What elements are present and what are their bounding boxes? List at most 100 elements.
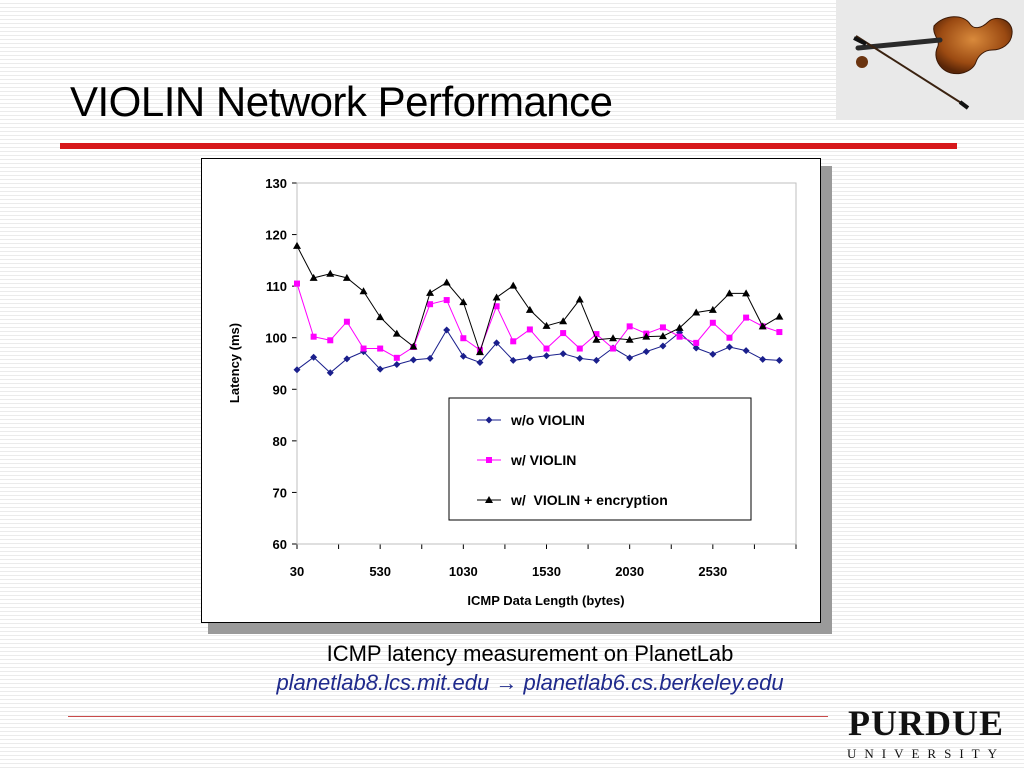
data-point-wo-violin <box>759 355 767 363</box>
legend-marker <box>486 457 492 463</box>
purdue-logo-wordmark: PURDUE <box>848 703 1004 743</box>
data-point-wo-violin <box>343 355 351 363</box>
data-point-w-violin <box>510 338 517 345</box>
chart-frame <box>201 158 821 623</box>
y-tick-label: 60 <box>273 537 287 552</box>
data-point-wo-violin <box>642 348 650 356</box>
data-point-w-violin <box>776 329 783 336</box>
data-point-wo-violin <box>659 342 667 350</box>
data-point-wo-violin <box>293 366 301 374</box>
data-point-w-violin <box>743 314 750 321</box>
data-point-wo-violin <box>393 361 401 369</box>
data-point-wo-violin <box>559 350 567 358</box>
data-point-violin-encryption <box>492 293 501 301</box>
data-point-violin-encryption <box>725 289 734 297</box>
data-point-w-violin <box>543 345 550 352</box>
data-point-violin-encryption <box>708 305 717 313</box>
data-point-wo-violin <box>310 353 318 361</box>
latency-chart: 60 70 80 90 100 110 120 130 30 530 1030 1530 2030 25… <box>227 176 797 608</box>
legend-label: w/ VIOLIN <box>510 452 576 468</box>
plot-area-border <box>296 182 797 545</box>
data-point-w-violin <box>427 301 434 308</box>
data-point-violin-encryption <box>642 332 651 340</box>
legend-label: w/o VIOLIN <box>510 412 585 428</box>
series-line-violin-encryption <box>296 245 780 354</box>
data-point-violin-encryption <box>658 332 667 340</box>
data-point-wo-violin <box>526 354 534 362</box>
data-point-wo-violin <box>775 356 783 364</box>
y-tick-label: 110 <box>266 279 287 294</box>
data-point-w-violin <box>726 334 733 341</box>
data-point-w-violin <box>343 318 350 325</box>
caption-line-2: planetlab8.lcs.mit.edu → planetlab6.cs.b… <box>276 670 784 695</box>
data-point-violin-encryption <box>559 317 568 325</box>
x-tick-label: 30 <box>290 564 304 579</box>
data-point-w-violin <box>610 345 617 352</box>
data-point-wo-violin <box>742 347 750 355</box>
data-point-wo-violin <box>626 354 634 362</box>
data-point-w-violin <box>659 324 666 331</box>
series-wo-violin <box>293 326 783 377</box>
legend-marker <box>485 496 493 503</box>
legend-item-wo-violin: w/o VIOLIN <box>477 412 585 428</box>
data-point-w-violin <box>310 333 317 340</box>
data-point-violin-encryption <box>692 308 701 316</box>
data-point-w-violin <box>576 345 583 352</box>
data-point-wo-violin <box>476 358 484 366</box>
footer-rule <box>68 716 828 717</box>
data-point-violin-encryption <box>525 305 534 313</box>
legend-label: w/ VIOLIN + encryption <box>510 492 668 508</box>
y-tick-label: 120 <box>265 228 287 243</box>
data-point-violin-encryption <box>376 313 385 321</box>
data-point-violin-encryption <box>392 329 401 337</box>
series-line-w-violin <box>296 283 780 359</box>
data-point-violin-encryption <box>575 295 584 303</box>
data-point-violin-encryption <box>359 287 368 295</box>
data-point-wo-violin <box>709 350 717 358</box>
data-point-wo-violin <box>725 343 733 351</box>
data-point-violin-encryption <box>475 348 484 356</box>
x-tick-label: 2030 <box>615 564 644 579</box>
y-axis-label: Latency (ms) <box>227 323 242 403</box>
data-point-wo-violin <box>692 344 700 352</box>
data-point-violin-encryption <box>742 289 751 297</box>
data-point-wo-violin <box>376 365 384 373</box>
data-point-w-violin <box>493 303 500 310</box>
data-point-violin-encryption <box>309 273 318 281</box>
y-tick-label: 80 <box>273 434 287 449</box>
y-tick-label: 130 <box>265 176 287 191</box>
purdue-logo: PURDUE UNIVERSITY <box>836 702 1016 766</box>
data-point-violin-encryption <box>426 288 435 296</box>
y-tick-label: 70 <box>273 485 287 500</box>
x-tick-label: 1530 <box>532 564 561 579</box>
data-point-w-violin <box>393 354 400 361</box>
data-point-wo-violin <box>409 356 417 364</box>
x-axis-label: ICMP Data Length (bytes) <box>467 593 624 608</box>
data-point-violin-encryption <box>509 281 518 289</box>
legend-item-violin-encryption: w/ VIOLIN + encryption <box>477 492 668 508</box>
violin-logo <box>836 0 1024 120</box>
data-point-wo-violin <box>543 352 550 360</box>
series-w-violin <box>294 280 783 361</box>
slide-title: VIOLIN Network Performance <box>70 78 613 125</box>
data-point-w-violin <box>327 337 334 344</box>
data-point-violin-encryption <box>442 278 451 286</box>
data-point-w-violin <box>709 319 716 326</box>
x-tick-label: 1030 <box>449 564 478 579</box>
purdue-logo-subtitle: UNIVERSITY <box>847 746 1005 761</box>
legend-item-w-violin: w/ VIOLIN <box>477 452 576 468</box>
legend: w/o VIOLIN w/ VIOLIN w/ VIOLIN + encryptio… <box>448 397 752 521</box>
data-point-w-violin <box>693 339 700 346</box>
data-point-w-violin <box>676 333 683 340</box>
data-point-violin-encryption <box>675 323 684 331</box>
data-point-w-violin <box>377 345 384 352</box>
data-point-wo-violin <box>576 354 584 362</box>
data-point-w-violin <box>560 330 567 337</box>
data-point-wo-violin <box>326 369 334 377</box>
data-point-violin-encryption <box>342 273 351 281</box>
y-tick-label: 100 <box>265 331 287 346</box>
data-point-w-violin <box>460 335 467 342</box>
data-point-wo-violin <box>509 356 517 364</box>
data-point-violin-encryption <box>758 322 767 330</box>
data-point-violin-encryption <box>326 269 335 277</box>
